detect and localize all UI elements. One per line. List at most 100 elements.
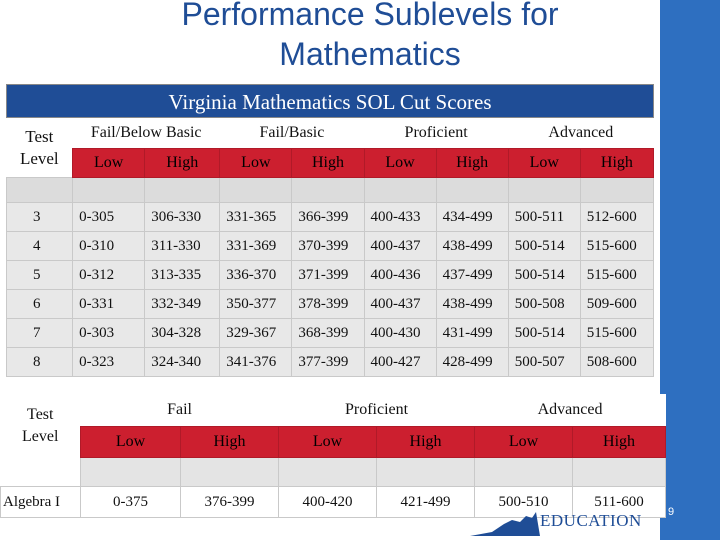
group-header: Fail/Below Basic	[72, 118, 220, 149]
score-range-cell: 500-514	[507, 318, 581, 348]
score-range-cell: 400-430	[363, 318, 437, 348]
test-level-cell: 3	[5, 202, 74, 232]
score-range-cell: 512-600	[579, 202, 655, 232]
score-range-cell: 377-399	[291, 347, 365, 377]
score-range-cell: 0-331	[72, 289, 146, 319]
score-range-cell: 500-514	[507, 231, 581, 261]
score-range-cell: 311-330	[144, 231, 221, 261]
subheader-cell: Low	[72, 148, 146, 178]
page-number: 9	[668, 506, 675, 518]
score-range-cell: 515-600	[579, 260, 655, 290]
group-header: Proficient	[278, 394, 475, 427]
table-row: 8 0-323 324-340 341-376 377-399 400-427 428-49…	[5, 347, 655, 377]
test-level-header-line-2: Level	[19, 148, 59, 168]
score-range-cell: 437-499	[435, 260, 509, 290]
score-range-cell: 306-330	[144, 202, 221, 232]
table-row: 3 0-305 306-330 331-365 366-399 400-433 434-49…	[5, 202, 655, 232]
subheader-cell: High	[179, 426, 280, 458]
score-range-cell: 371-399	[291, 260, 365, 290]
score-range-cell: 500-511	[507, 202, 581, 232]
score-range-cell: 329-367	[219, 318, 293, 348]
score-range-cell: 341-376	[219, 347, 293, 377]
table-row: 5 0-312 313-335 336-370 371-399 400-436 437-49…	[5, 260, 655, 290]
subheader-cell: Low	[219, 148, 293, 178]
subheader-cell: High	[579, 148, 655, 178]
score-range-cell: 511-600	[572, 486, 667, 518]
score-range-cell: 428-499	[435, 347, 509, 377]
score-range-cell: 378-399	[291, 289, 365, 319]
score-range-cell: 0-310	[72, 231, 146, 261]
score-range-cell: 500-508	[507, 289, 581, 319]
score-range-cell: 350-377	[219, 289, 293, 319]
table-banner: Virginia Mathematics SOL Cut Scores	[6, 84, 654, 118]
score-range-cell: 400-437	[363, 289, 437, 319]
subheader-cell: Low	[474, 426, 574, 458]
score-range-cell: 400-420	[278, 486, 378, 518]
subheader-cell: Low	[507, 148, 581, 178]
score-range-cell: 313-335	[144, 260, 221, 290]
score-range-cell: 434-499	[435, 202, 509, 232]
score-range-cell: 376-399	[179, 486, 280, 518]
subheader-cell: High	[376, 426, 476, 458]
subheader-cell: High	[572, 426, 667, 458]
slide-title: Performance Sublevels for Mathematics	[80, 0, 660, 74]
test-level-header-line-1: Test	[25, 126, 54, 146]
table-body: Algebra I 0-375 376-399 400-420 421-499 500-5…	[0, 486, 667, 518]
test-level-cell: 5	[5, 260, 74, 290]
score-range-cell: 431-499	[435, 318, 509, 348]
group-header: Fail/Basic	[219, 118, 364, 149]
test-level-header-line-1: Test	[27, 405, 54, 423]
test-level-header: Test Level	[6, 118, 73, 178]
test-level-cell: 7	[5, 318, 74, 348]
score-range-cell: 331-365	[219, 202, 293, 232]
score-range-cell: 0-323	[72, 347, 146, 377]
score-range-cell: 336-370	[219, 260, 293, 290]
score-range-cell: 509-600	[579, 289, 655, 319]
score-range-cell: 438-499	[435, 289, 509, 319]
table-row: 4 0-310 311-330 331-369 370-399 400-437 438-49…	[5, 231, 655, 261]
table-row: 6 0-331 332-349 350-377 378-399 400-437 438-49…	[5, 289, 655, 319]
score-range-cell: 331-369	[219, 231, 293, 261]
spacer-row	[0, 457, 667, 487]
score-range-cell: 500-510	[474, 486, 574, 518]
subheader-cell: Low	[80, 426, 181, 458]
score-range-cell: 304-328	[144, 318, 221, 348]
test-level-cell: 6	[5, 289, 74, 319]
group-header: Advanced	[474, 394, 666, 427]
group-header: Advanced	[508, 118, 654, 149]
score-range-cell: 515-600	[579, 231, 655, 261]
test-level-header: Test Level	[0, 394, 81, 458]
test-level-cell: 8	[5, 347, 74, 377]
score-range-cell: 324-340	[144, 347, 221, 377]
table-row: 7 0-303 304-328 329-367 368-399 400-430 431-49…	[5, 318, 655, 348]
test-level-cell: Algebra I	[0, 486, 81, 518]
score-range-cell: 0-305	[72, 202, 146, 232]
score-range-cell: 400-437	[363, 231, 437, 261]
spacer-row	[5, 177, 655, 203]
score-range-cell: 0-303	[72, 318, 146, 348]
score-range-cell: 500-507	[507, 347, 581, 377]
grades-cut-score-table: Test Level Fail/Below Basic Fail/Basic P…	[5, 118, 655, 377]
score-range-cell: 0-312	[72, 260, 146, 290]
score-range-cell: 438-499	[435, 231, 509, 261]
score-range-cell: 400-433	[363, 202, 437, 232]
table-body: 3 0-305 306-330 331-365 366-399 400-433 434-49…	[5, 202, 655, 377]
education-logo-text: EDUCATION	[540, 511, 642, 530]
score-range-cell: 332-349	[144, 289, 221, 319]
subheader-cell: High	[144, 148, 221, 178]
score-range-cell: 400-436	[363, 260, 437, 290]
virginia-state-icon	[470, 512, 540, 536]
subheader-cell: Low	[278, 426, 378, 458]
table-row: Algebra I 0-375 376-399 400-420 421-499 500-5…	[0, 486, 667, 518]
subheader-cell: Low	[363, 148, 437, 178]
slide-title-line-2: Mathematics	[279, 36, 461, 72]
score-range-cell: 370-399	[291, 231, 365, 261]
group-header: Fail	[80, 394, 279, 427]
score-range-cell: 368-399	[291, 318, 365, 348]
test-level-header-line-2: Level	[22, 427, 59, 445]
score-range-cell: 400-427	[363, 347, 437, 377]
score-range-cell: 500-514	[507, 260, 581, 290]
side-accent-bar	[660, 0, 720, 540]
score-range-cell: 421-499	[376, 486, 476, 518]
subheader-cell: High	[435, 148, 509, 178]
